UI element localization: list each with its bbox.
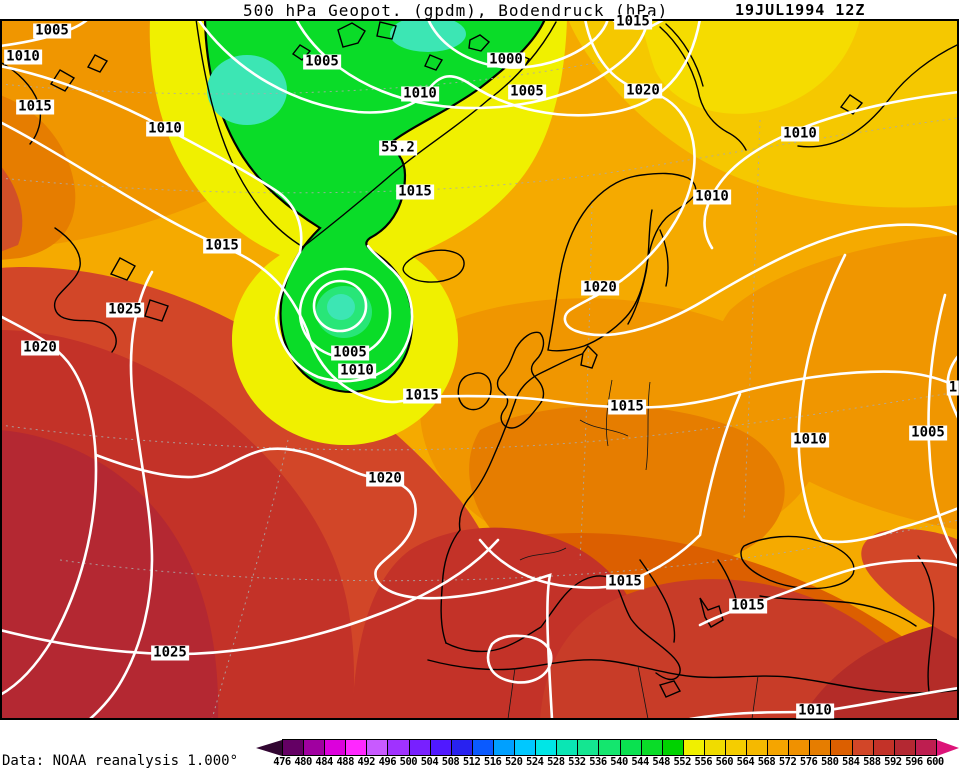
colorbar-tick: 504 xyxy=(420,756,439,768)
colorbar-tick: 556 xyxy=(694,756,713,768)
scale-left-arrow xyxy=(256,739,282,756)
colorbar-tick: 512 xyxy=(462,756,481,768)
colorbar-segment xyxy=(810,740,832,755)
footer: Data: NOAA reanalysis 1.000° (C) Wetterz… xyxy=(0,720,959,770)
colorbar-segment xyxy=(346,740,368,755)
colorbar-tick: 480 xyxy=(294,756,312,768)
colorbar-segment xyxy=(620,740,642,755)
colorbar-tick: 476 xyxy=(273,756,291,768)
colorbar-segment xyxy=(451,740,473,755)
colorbar-segment xyxy=(704,740,726,755)
colorbar-tick: 548 xyxy=(652,756,670,768)
colorbar-tick: 532 xyxy=(568,756,586,768)
colorbar-segment xyxy=(852,740,874,755)
colorbar-tick: 580 xyxy=(820,756,839,768)
colorbar-segment xyxy=(768,740,790,755)
colorbar-tick: 488 xyxy=(336,756,354,768)
colorbar-tick: 508 xyxy=(441,756,460,768)
colorbar-segment xyxy=(493,740,516,755)
colorbar-segment xyxy=(683,740,705,755)
colorbar-tick: 572 xyxy=(778,756,797,768)
colorbar-segment xyxy=(304,740,326,755)
colorbar-segment xyxy=(472,740,494,755)
scale-segments xyxy=(282,739,937,756)
colorbar-tick: 520 xyxy=(504,756,523,768)
colorbar-segment xyxy=(283,740,305,755)
colorbar-tick: 492 xyxy=(357,756,376,768)
weather-map xyxy=(0,16,959,721)
colorbar-tick: 560 xyxy=(715,756,734,768)
colorbar-segment xyxy=(536,740,558,755)
colorbar-segment xyxy=(515,740,537,755)
colorbar-segment xyxy=(388,740,410,755)
colorbar-segment xyxy=(725,740,748,755)
colorbar-segment xyxy=(325,740,347,755)
color-scale-bar xyxy=(256,739,959,756)
colorbar-tick: 544 xyxy=(631,756,649,768)
colorbar-segment xyxy=(747,740,769,755)
country-borders xyxy=(507,379,759,720)
colorbar-tick: 576 xyxy=(799,756,818,768)
scale-right-arrow xyxy=(936,739,959,756)
colorbar-tick: 516 xyxy=(483,756,502,768)
coastlines xyxy=(0,18,959,698)
colorbar-segment xyxy=(789,740,811,755)
colorbar-tick: 592 xyxy=(884,756,902,768)
colorbar-tick: 484 xyxy=(315,756,333,768)
attribution: Data: NOAA reanalysis 1.000° (C) Wetterz… xyxy=(2,721,238,770)
colorbar-segment xyxy=(662,740,684,755)
colorbar-segment xyxy=(430,740,452,755)
colorbar-tick: 500 xyxy=(399,756,418,768)
attribution-data-source: Data: NOAA reanalysis 1.000° xyxy=(2,753,239,769)
title-bar: 500 hPa Geopot. (gpdm), Bodendruck (hPa)… xyxy=(0,0,959,20)
colorbar-tick: 552 xyxy=(673,756,691,768)
colorbar-segment xyxy=(409,740,431,755)
colorbar-segment xyxy=(915,740,936,755)
colorbar-segment xyxy=(873,740,895,755)
colorbar-tick: 568 xyxy=(757,756,776,768)
colorbar-tick: 540 xyxy=(610,756,628,768)
colorbar-tick: 536 xyxy=(589,756,607,768)
colorbar-segment xyxy=(578,740,600,755)
colorbar-tick: 584 xyxy=(842,756,860,768)
map-datetime: 19JUL1994 12Z xyxy=(735,1,866,19)
colorbar-tick: 496 xyxy=(378,756,397,768)
colorbar-segment xyxy=(894,740,916,755)
colorbar-tick: 588 xyxy=(863,756,881,768)
colorbar-segment xyxy=(641,740,663,755)
colorbar-tick: 596 xyxy=(905,756,923,768)
scale-tick-labels: 476 480 484 488 492 496 500 504 508 512 516 520 524 5… xyxy=(256,756,956,769)
colorbar-segment xyxy=(599,740,621,755)
colorbar-tick: 528 xyxy=(547,756,565,768)
colorbar-segment xyxy=(557,740,579,755)
geopotential-color-scale: 476 480 484 488 492 496 500 504 508 512 516 520 524 5… xyxy=(256,739,959,770)
colorbar-segment xyxy=(367,740,389,755)
map-title: 500 hPa Geopot. (gpdm), Bodendruck (hPa) xyxy=(243,1,669,20)
map-canvas xyxy=(0,16,959,721)
colorbar-tick: 564 xyxy=(736,756,755,768)
colorbar-segment xyxy=(831,740,853,755)
colorbar-tick: 524 xyxy=(526,756,544,768)
colorbar-tick: 600 xyxy=(926,756,944,768)
